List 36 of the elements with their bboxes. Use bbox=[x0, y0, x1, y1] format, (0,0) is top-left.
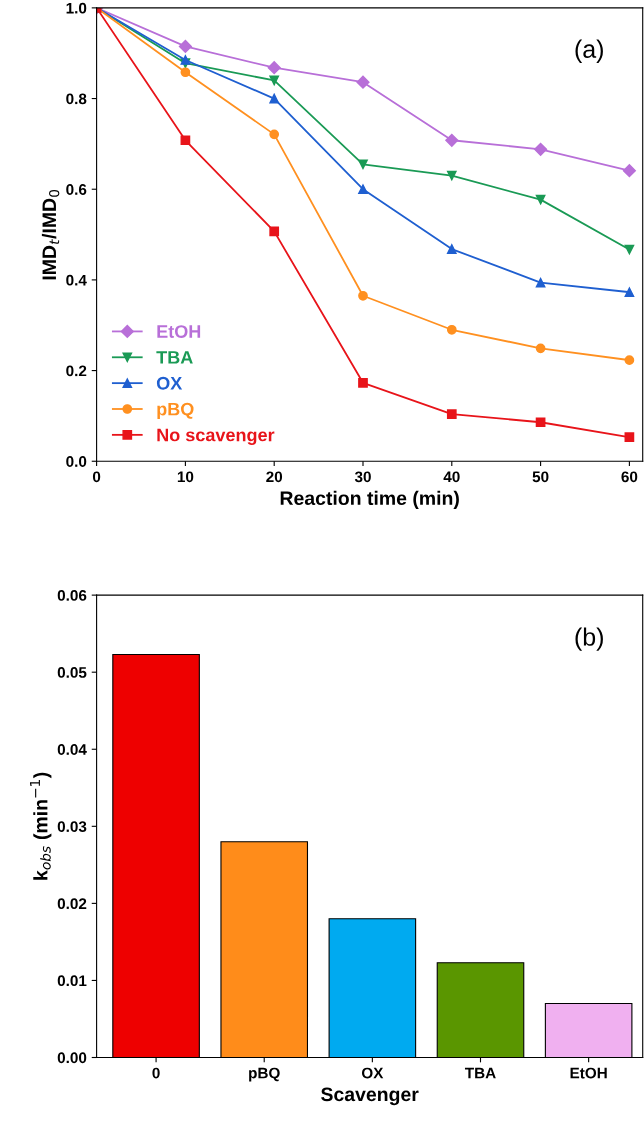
y-tick-label: 0.8 bbox=[66, 93, 87, 105]
x-tick-label: pBQ bbox=[249, 1067, 280, 1082]
x-tick-label: 10 bbox=[177, 471, 194, 483]
x-tick-label: 0 bbox=[92, 471, 101, 483]
y-tick-label: 0.06 bbox=[57, 589, 87, 601]
x-tick-label: EtOH bbox=[570, 1067, 607, 1079]
x-tick-label: 40 bbox=[443, 471, 460, 483]
annotation: (a) bbox=[575, 39, 603, 63]
x-tick-label: 50 bbox=[532, 471, 549, 483]
x-tick-label: 30 bbox=[354, 471, 371, 483]
y-tick-label: 0.0 bbox=[66, 456, 87, 467]
x-axis-title: Reaction time (min) bbox=[280, 490, 459, 509]
y-tick-label: 0.2 bbox=[66, 365, 87, 377]
legend-label: EtOH bbox=[157, 325, 201, 338]
y-axis-title: IMD$_{t}$/IMD$_{0}$ bbox=[41, 189, 60, 280]
x-tick-label: OX bbox=[361, 1067, 384, 1079]
legend-label: OX bbox=[156, 376, 183, 390]
y-tick-label: 0.02 bbox=[57, 898, 87, 910]
x-tick-label: 20 bbox=[266, 471, 283, 483]
y-axis-title: k$_{obs}$ (min$^{−1}$) bbox=[30, 772, 52, 880]
x-axis-title: Scavenger bbox=[321, 1087, 419, 1106]
y-tick-label: 0.6 bbox=[66, 184, 87, 195]
x-tick-label: TBA bbox=[464, 1067, 496, 1079]
legend-label: pBQ bbox=[157, 402, 194, 420]
legend-label: TBA bbox=[156, 351, 193, 364]
y-tick-label: 0.01 bbox=[57, 975, 87, 987]
y-tick-label: 0.00 bbox=[57, 1052, 87, 1064]
legend-label: No scavenger bbox=[157, 428, 275, 445]
x-tick-label: 0 bbox=[152, 1067, 160, 1079]
y-tick-label: 0.05 bbox=[57, 667, 87, 678]
y-tick-label: 1.0 bbox=[66, 2, 87, 14]
y-tick-label: 0.4 bbox=[66, 274, 87, 286]
x-tick-label: 60 bbox=[621, 471, 638, 483]
y-tick-label: 0.03 bbox=[57, 821, 87, 833]
annotation: (b) bbox=[575, 627, 603, 651]
y-tick-label: 0.04 bbox=[57, 744, 87, 755]
